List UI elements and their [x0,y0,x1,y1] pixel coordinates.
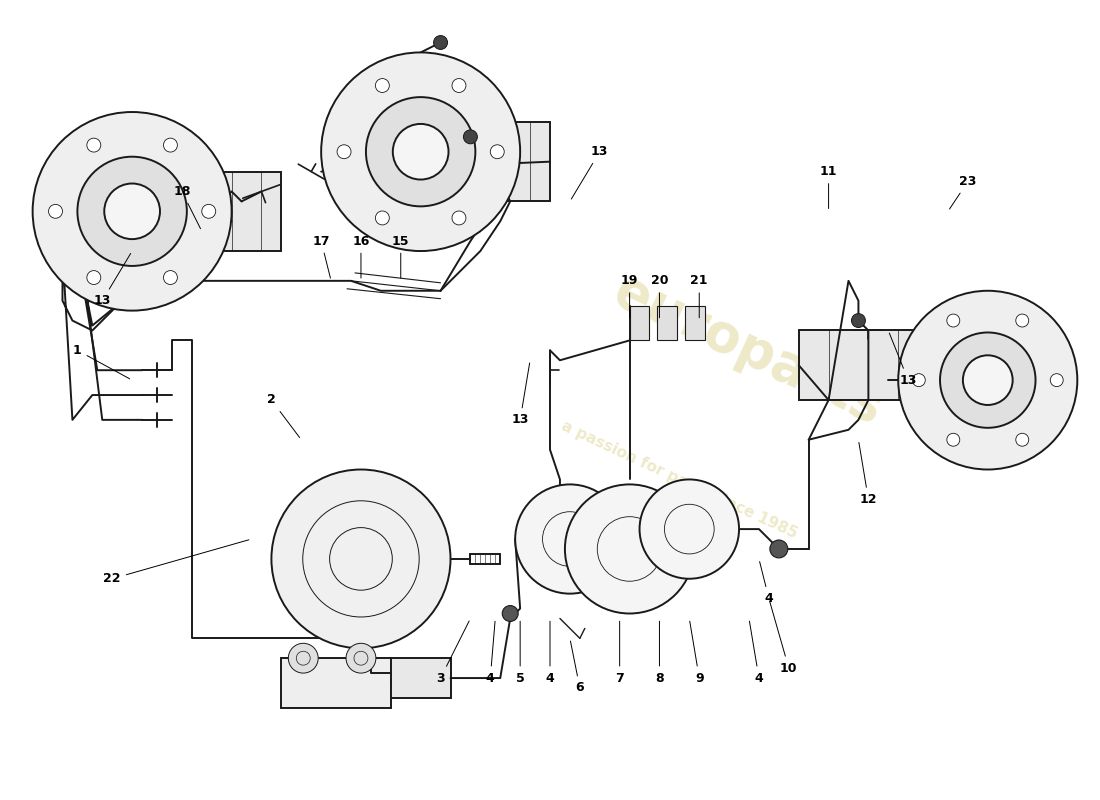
Text: 4: 4 [486,622,495,685]
Circle shape [491,145,504,158]
Text: 13: 13 [512,363,529,426]
Text: 11: 11 [820,165,837,209]
Circle shape [164,270,177,285]
Circle shape [104,183,160,239]
Text: 9: 9 [690,622,704,685]
Text: 12: 12 [859,442,877,506]
Circle shape [1050,374,1064,386]
Circle shape [639,479,739,578]
Bar [282,658,390,708]
Text: 4: 4 [760,562,773,605]
Circle shape [48,204,63,218]
Text: 23: 23 [949,175,977,209]
Circle shape [346,643,376,673]
Text: 10: 10 [770,602,798,674]
Text: 4: 4 [749,622,763,685]
Circle shape [452,211,466,225]
Text: 21: 21 [691,274,708,318]
Text: 6: 6 [571,641,584,694]
Circle shape [1015,434,1028,446]
Text: 8: 8 [656,622,663,685]
Circle shape [272,470,451,648]
Circle shape [87,270,101,285]
Text: 22: 22 [103,540,249,586]
Circle shape [375,78,389,93]
Circle shape [393,124,449,179]
Text: 4: 4 [546,622,554,685]
Circle shape [375,211,389,225]
Text: a passion for parts since 1985: a passion for parts since 1985 [559,418,800,541]
Circle shape [321,53,520,251]
Text: 7: 7 [615,622,624,685]
Circle shape [962,355,1013,405]
Circle shape [940,333,1035,428]
Text: 19: 19 [620,274,638,318]
Circle shape [433,35,448,50]
Circle shape [565,485,694,614]
Text: 15: 15 [392,234,409,278]
Text: 18: 18 [173,185,200,229]
Bar [211,171,282,251]
Circle shape [337,145,351,158]
Circle shape [947,434,960,446]
Text: 5: 5 [516,622,525,685]
Circle shape [366,97,475,206]
Text: 16: 16 [352,234,370,278]
Circle shape [851,314,866,327]
Bar [685,306,705,341]
Text: 13: 13 [571,146,608,199]
Circle shape [899,290,1077,470]
Text: 17: 17 [312,234,330,278]
Circle shape [87,138,101,152]
Bar [629,306,649,341]
Circle shape [503,606,518,622]
Text: 1: 1 [73,344,130,379]
Bar [390,658,451,698]
Circle shape [164,138,177,152]
Bar [658,306,678,341]
Text: 13: 13 [94,254,131,307]
Circle shape [912,374,925,386]
Text: europarts: europarts [606,266,892,435]
Bar [491,122,550,202]
Text: 3: 3 [437,621,470,685]
Circle shape [463,130,477,144]
Circle shape [947,314,960,327]
Circle shape [288,643,318,673]
Text: 2: 2 [267,394,299,438]
Text: 13: 13 [889,333,917,386]
Circle shape [33,112,232,310]
Circle shape [515,485,625,594]
Circle shape [1015,314,1028,327]
Circle shape [770,540,788,558]
Circle shape [452,78,466,93]
Circle shape [201,204,216,218]
Text: 20: 20 [651,274,668,318]
Bar [799,330,928,400]
Circle shape [77,157,187,266]
